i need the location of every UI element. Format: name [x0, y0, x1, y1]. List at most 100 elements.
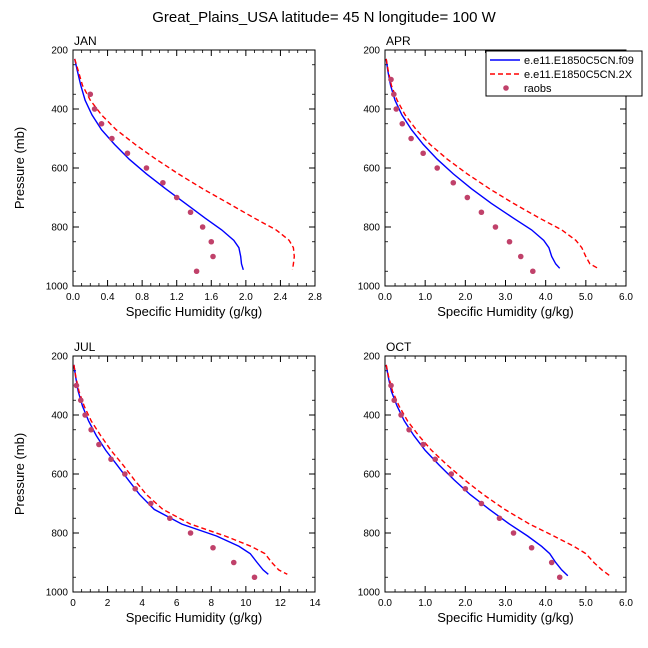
raobs-point: [210, 253, 216, 260]
raobs-point: [124, 150, 131, 157]
y-tick-label: 800: [363, 529, 380, 540]
y-tick-label: 1000: [46, 282, 69, 293]
x-tick-label: 3.0: [499, 598, 513, 609]
y-tick-label: 800: [51, 223, 68, 234]
raobs-point: [96, 441, 102, 448]
y-axis-title: Pressure (mb): [12, 433, 27, 515]
legend-box: [485, 50, 643, 97]
x-tick-label: 0.0: [378, 598, 392, 609]
x-tick-label: 14: [309, 598, 321, 609]
plot-frame: [72, 49, 316, 287]
series-line-2x: [74, 58, 296, 270]
raobs-point: [406, 426, 412, 433]
y-tick-label: 400: [51, 105, 68, 116]
raobs-point: [108, 456, 114, 463]
x-tick-label: 2.4: [273, 292, 287, 303]
raobs-point: [434, 165, 441, 171]
raobs-point: [399, 120, 406, 127]
panel-label: JUL: [74, 340, 96, 354]
panel-label: JAN: [74, 34, 97, 48]
y-tick-label: 200: [51, 352, 68, 363]
y-axis-title: Pressure (mb): [12, 127, 27, 209]
raobs-point: [87, 91, 94, 98]
x-tick-label: 12: [275, 598, 287, 609]
x-tick-label: 8: [209, 598, 215, 609]
y-tick-label: 1000: [46, 588, 69, 599]
raobs-point: [462, 485, 469, 492]
y-tick-label: 1000: [358, 282, 381, 293]
y-tick-label: 600: [363, 470, 380, 481]
y-tick-label: 400: [51, 411, 68, 422]
y-tick-label: 400: [363, 105, 380, 116]
y-tick-label: 800: [363, 223, 380, 234]
raobs-point: [143, 165, 150, 171]
raobs-point: [82, 412, 88, 418]
panel-jul: JUL 0 2 4 6 8 10 12 14 200 400 600 800 1000 Specific H…: [12, 340, 321, 625]
raobs-point: [91, 106, 98, 112]
series-line-f09: [74, 58, 244, 271]
series-line-f09: [385, 364, 569, 577]
y-tick-label: 600: [363, 164, 380, 175]
raobs-point: [388, 382, 394, 389]
raobs-point: [109, 135, 115, 142]
raobs-point: [210, 544, 216, 551]
raobs-point: [450, 179, 457, 186]
y-tick-label: 600: [51, 164, 68, 175]
raobs-point: [391, 91, 397, 98]
x-tick-label: 1.6: [204, 292, 218, 303]
legend-label: e.e11.E1850C5CN.2X: [524, 69, 633, 81]
x-tick-label: 6.0: [619, 598, 633, 609]
legend: e.e11.E1850C5CN.f09 e.e11.E1850C5CN.2X rao…: [485, 50, 643, 97]
raobs-point: [193, 268, 200, 275]
y-tick-label: 200: [363, 46, 380, 57]
x-axis-title: Specific Humidity (g/kg): [126, 304, 263, 319]
raobs-point: [478, 500, 485, 507]
raobs-point: [251, 574, 258, 581]
raobs-point: [187, 530, 194, 536]
series-line-2x: [73, 364, 288, 575]
raobs-point: [167, 515, 173, 522]
x-axis-title: Specific Humidity (g/kg): [437, 610, 574, 625]
series-line-f09: [385, 58, 561, 269]
x-axis-title: Specific Humidity (g/kg): [126, 610, 263, 625]
x-tick-label: 4.0: [539, 598, 553, 609]
raobs-point: [530, 268, 536, 275]
raobs-point: [132, 485, 139, 492]
y-tick-label: 600: [51, 470, 68, 481]
y-tick-label: 1000: [358, 588, 381, 599]
panels-group: JAN 0.0 0.4 0.8 1.2 1.6 2.0 2.4 2.8 200 400 600 800 1…: [12, 34, 633, 625]
raobs-point: [506, 238, 513, 245]
x-tick-label: 1.0: [418, 292, 432, 303]
raobs-point: [398, 412, 404, 418]
y-tick-label: 200: [51, 46, 68, 57]
raobs-point: [528, 544, 535, 551]
raobs-point: [548, 559, 555, 566]
series-line-2x: [385, 58, 599, 269]
raobs-point: [510, 530, 517, 536]
raobs-point: [98, 120, 105, 127]
raobs-point: [388, 76, 394, 83]
y-tick-label: 200: [363, 352, 380, 363]
legend-label: e.e11.E1850C5CN.f09: [524, 55, 634, 67]
x-tick-label: 4.0: [539, 292, 553, 303]
raobs-point: [420, 441, 426, 448]
raobs-point: [492, 224, 499, 230]
raobs-point: [208, 238, 215, 245]
raobs-point: [448, 471, 455, 477]
x-tick-label: 5.0: [579, 598, 593, 609]
raobs-point: [408, 135, 414, 142]
x-axis-title: Specific Humidity (g/kg): [437, 304, 574, 319]
raobs-point: [122, 471, 128, 477]
raobs-point: [393, 106, 400, 112]
x-tick-label: 1.2: [170, 292, 184, 303]
x-tick-label: 2.8: [308, 292, 322, 303]
series-line-f09: [73, 364, 269, 575]
series-line-2x: [385, 364, 611, 577]
raobs-point: [420, 150, 426, 157]
x-tick-label: 6: [174, 598, 180, 609]
x-tick-label: 4: [139, 598, 145, 609]
panel-oct: OCT 0.0 1.0 2.0 3.0 4.0 5.0 6.0 200 400 600 800 1000…: [358, 340, 634, 625]
legend-label: raobs: [524, 83, 552, 95]
panel-apr: APR 0.0 1.0 2.0 3.0 4.0 5.0 6.0 200 400 600 800 1000…: [358, 34, 634, 319]
x-tick-label: 2.0: [458, 598, 472, 609]
